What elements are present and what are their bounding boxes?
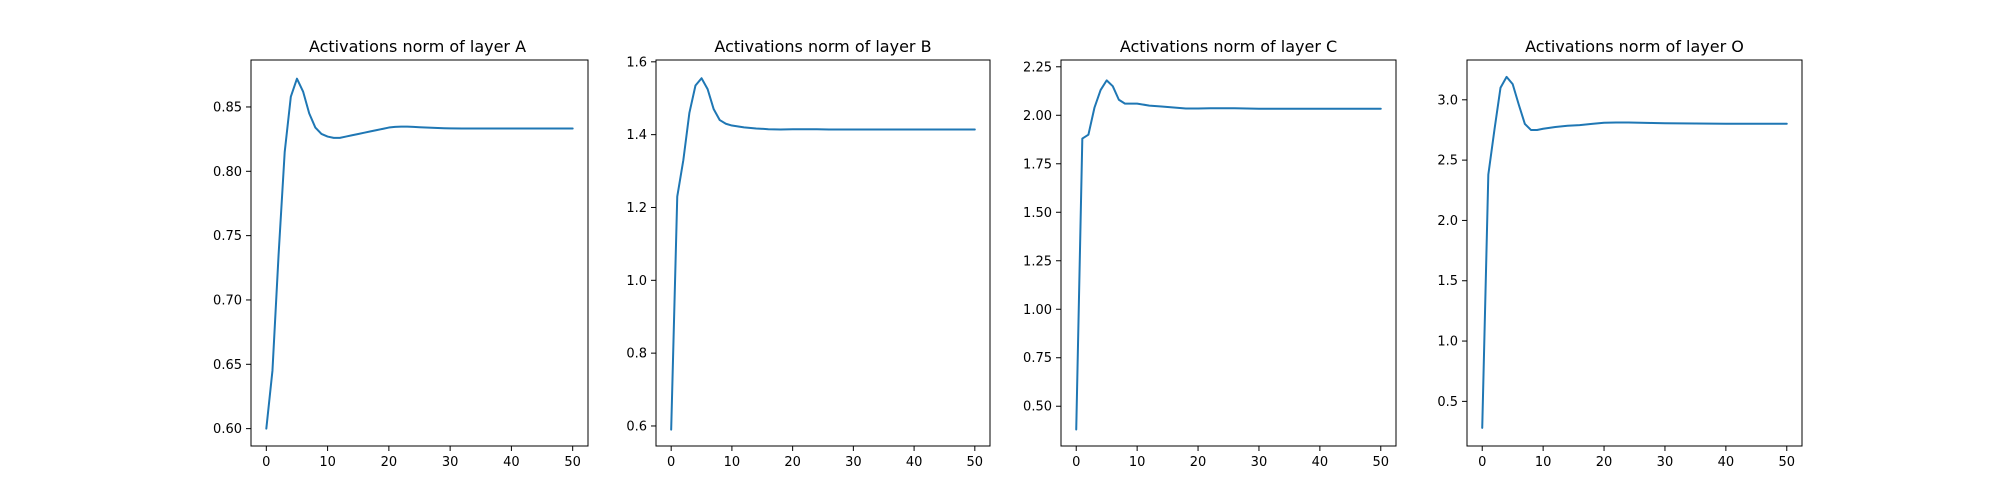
x-tick-label: 30 [442, 455, 459, 470]
x-tick-label: 10 [1535, 455, 1552, 470]
x-tick-label: 50 [1372, 455, 1389, 470]
y-tick-label: 3.0 [1437, 93, 1458, 108]
subplot-layer-o: Activations norm of layer O 0 10 20 30 40 50 0… [1437, 37, 1803, 470]
x-tick-label: 10 [1129, 455, 1146, 470]
y-tick-label: 0.8 [626, 347, 647, 362]
y-tick-label: 1.5 [1437, 274, 1458, 289]
x-tick-label: 20 [1190, 455, 1207, 470]
x-tick-label: 50 [967, 455, 984, 470]
x-tick-label: 40 [1312, 455, 1329, 470]
y-tick-label: 0.80 [213, 165, 242, 180]
y-tick-label: 2.5 [1437, 154, 1458, 169]
x-tick-label: 40 [906, 455, 923, 470]
subplot-layer-b: Activations norm of layer B 0 10 20 30 40 50 0… [626, 37, 991, 470]
y-tick-label: 0.75 [1023, 351, 1052, 366]
chart-title: Activations norm of layer A [309, 37, 526, 56]
x-tick-label: 0 [1478, 455, 1486, 470]
series-line [670, 77, 976, 431]
x-tick-label: 40 [1718, 455, 1735, 470]
x-tick-label: 50 [1778, 455, 1795, 470]
y-tick-label: 0.65 [213, 358, 242, 373]
x-tick-label: 0 [1072, 455, 1080, 470]
x-tick-label: 20 [381, 455, 398, 470]
y-tick-label: 1.25 [1023, 254, 1052, 269]
y-tick-label: 1.0 [1437, 335, 1458, 350]
y-tick-label: 1.6 [626, 55, 647, 70]
y-tick-label: 1.75 [1023, 157, 1052, 172]
y-tick-label: 0.70 [213, 293, 242, 308]
chart-title: Activations norm of layer O [1525, 37, 1744, 56]
y-tick-label: 1.2 [626, 201, 647, 216]
y-tick-label: 0.6 [626, 419, 647, 434]
x-tick-label: 20 [1596, 455, 1613, 470]
y-tick-label: 1.0 [626, 274, 647, 289]
y-tick-label: 1.50 [1023, 206, 1052, 221]
x-tick-label: 10 [724, 455, 741, 470]
x-tick-label: 0 [667, 455, 675, 470]
x-tick-label: 50 [564, 455, 581, 470]
subplot-layer-a: Activations norm of layer A 0 10 20 30 40 50 0… [213, 37, 589, 470]
axes-frame [1466, 59, 1803, 447]
series-line [265, 77, 574, 430]
y-tick-label: 2.0 [1437, 214, 1458, 229]
y-tick-label: 0.5 [1437, 395, 1458, 410]
y-tick-label: 1.4 [626, 128, 647, 143]
series-line [1075, 79, 1382, 431]
y-tick-label: 0.60 [213, 422, 242, 437]
x-tick-label: 10 [319, 455, 336, 470]
axes-frame [655, 59, 991, 447]
y-tick-label: 2.00 [1023, 109, 1052, 124]
axes-frame [1060, 59, 1397, 447]
subplot-layer-c: Activations norm of layer C 0 10 20 30 40 50 0… [1023, 37, 1397, 470]
axes-frame [250, 59, 589, 447]
series-line [1481, 75, 1788, 429]
y-tick-label: 0.85 [213, 100, 242, 115]
x-tick-label: 0 [262, 455, 270, 470]
chart-title: Activations norm of layer B [714, 37, 931, 56]
x-tick-label: 20 [784, 455, 801, 470]
y-tick-label: 0.75 [213, 229, 242, 244]
chart-title: Activations norm of layer C [1120, 37, 1337, 56]
x-tick-label: 30 [845, 455, 862, 470]
y-tick-label: 0.50 [1023, 400, 1052, 415]
x-tick-label: 30 [1657, 455, 1674, 470]
x-tick-label: 40 [503, 455, 520, 470]
y-tick-label: 1.00 [1023, 303, 1052, 318]
y-tick-label: 2.25 [1023, 60, 1052, 75]
x-tick-label: 30 [1251, 455, 1268, 470]
